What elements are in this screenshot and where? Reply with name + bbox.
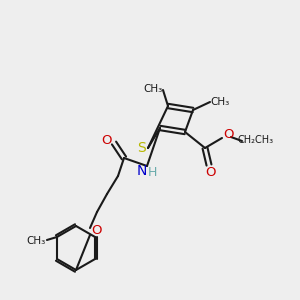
Text: CH₃: CH₃	[26, 236, 46, 246]
Text: O: O	[223, 128, 233, 142]
Text: CH₂CH₃: CH₂CH₃	[238, 135, 274, 145]
Text: CH₃: CH₃	[143, 84, 163, 94]
Text: O: O	[206, 167, 216, 179]
Text: O: O	[92, 224, 102, 238]
Text: N: N	[137, 164, 147, 178]
Text: H: H	[147, 167, 157, 179]
Text: S: S	[136, 141, 146, 155]
Text: CH₃: CH₃	[210, 97, 230, 107]
Text: O: O	[101, 134, 111, 148]
